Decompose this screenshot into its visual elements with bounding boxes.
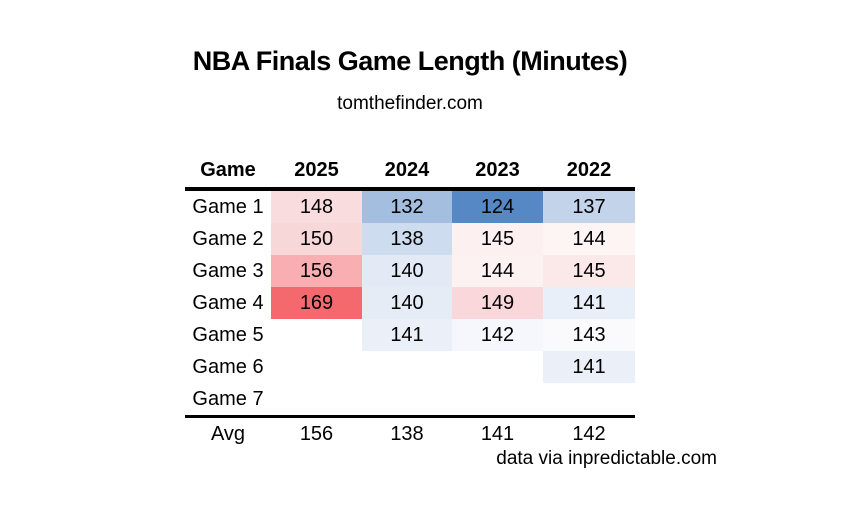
table-row-game-5: Game 5 141 142 143 <box>185 319 635 351</box>
heatmap-cell-empty <box>271 383 362 417</box>
row-label: Game 7 <box>192 387 264 410</box>
heatmap-cell: 145 <box>543 255 635 287</box>
table-row-game-1: Game 1 148 132 124 137 <box>185 189 635 223</box>
heatmap-cell: 144 <box>543 223 635 255</box>
row-label: Game 1 <box>192 195 264 218</box>
row-label: Game 2 <box>192 227 264 250</box>
row-label: Game 6 <box>192 355 264 378</box>
heatmap-cell: 143 <box>543 319 635 351</box>
heatmap-cell: 169 <box>271 287 362 319</box>
header-row: Game 2025 2024 2023 2022 <box>185 152 635 189</box>
game-length-heatmap-table: Game 2025 2024 2023 2022 Game 1 148 132 … <box>185 152 635 450</box>
heatmap-cell-empty <box>271 351 362 383</box>
col-header-game: Game <box>200 159 256 181</box>
row-label: Game 5 <box>192 323 264 346</box>
table-row-game-3: Game 3 156 140 144 145 <box>185 255 635 287</box>
heatmap-cell: 150 <box>271 223 362 255</box>
heatmap-cell-empty <box>362 351 452 383</box>
table-row-game-4: Game 4 169 140 149 141 <box>185 287 635 319</box>
table-row-game-6: Game 6 141 <box>185 351 635 383</box>
heatmap-cell-empty <box>452 383 543 417</box>
heatmap-cell: 141 <box>543 351 635 383</box>
heatmap-cell: 142 <box>452 319 543 351</box>
avg-row-label: Avg <box>210 422 246 445</box>
avg-value: 141 <box>480 422 515 445</box>
table-row-game-2: Game 2 150 138 145 144 <box>185 223 635 255</box>
avg-value: 156 <box>299 422 334 445</box>
data-attribution: data via inpredictable.com <box>496 448 717 469</box>
heatmap-cell: 140 <box>362 287 452 319</box>
heatmap-cell: 141 <box>543 287 635 319</box>
heatmap-cell: 144 <box>452 255 543 287</box>
col-header-2024: 2024 <box>384 159 430 181</box>
heatmap-cell: 148 <box>271 189 362 223</box>
heatmap-cell: 137 <box>543 189 635 223</box>
heatmap-cell: 156 <box>271 255 362 287</box>
row-label: Game 4 <box>192 291 264 314</box>
heatmap-cell-empty <box>271 319 362 351</box>
table-row-game-7: Game 7 <box>185 383 635 417</box>
heatmap-cell-empty <box>543 383 635 417</box>
heatmap-cell: 132 <box>362 189 452 223</box>
chart-title: NBA Finals Game Length (Minutes) <box>192 46 628 76</box>
avg-value: 138 <box>390 422 424 445</box>
heatmap-cell: 141 <box>362 319 452 351</box>
col-header-2025: 2025 <box>294 159 339 181</box>
col-header-2023: 2023 <box>475 159 520 181</box>
avg-value: 142 <box>572 422 606 445</box>
heatmap-cell-empty <box>452 351 543 383</box>
chart-subtitle: tomthefinder.com <box>337 93 483 114</box>
heatmap-cell: 145 <box>452 223 543 255</box>
heatmap-cell-empty <box>362 383 452 417</box>
heatmap-cell: 140 <box>362 255 452 287</box>
heatmap-cell: 124 <box>452 189 543 223</box>
col-header-2022: 2022 <box>566 159 612 181</box>
heatmap-cell: 138 <box>362 223 452 255</box>
heatmap-cell: 149 <box>452 287 543 319</box>
avg-row: Avg 156 138 141 142 <box>185 416 635 451</box>
row-label: Game 3 <box>192 259 264 282</box>
